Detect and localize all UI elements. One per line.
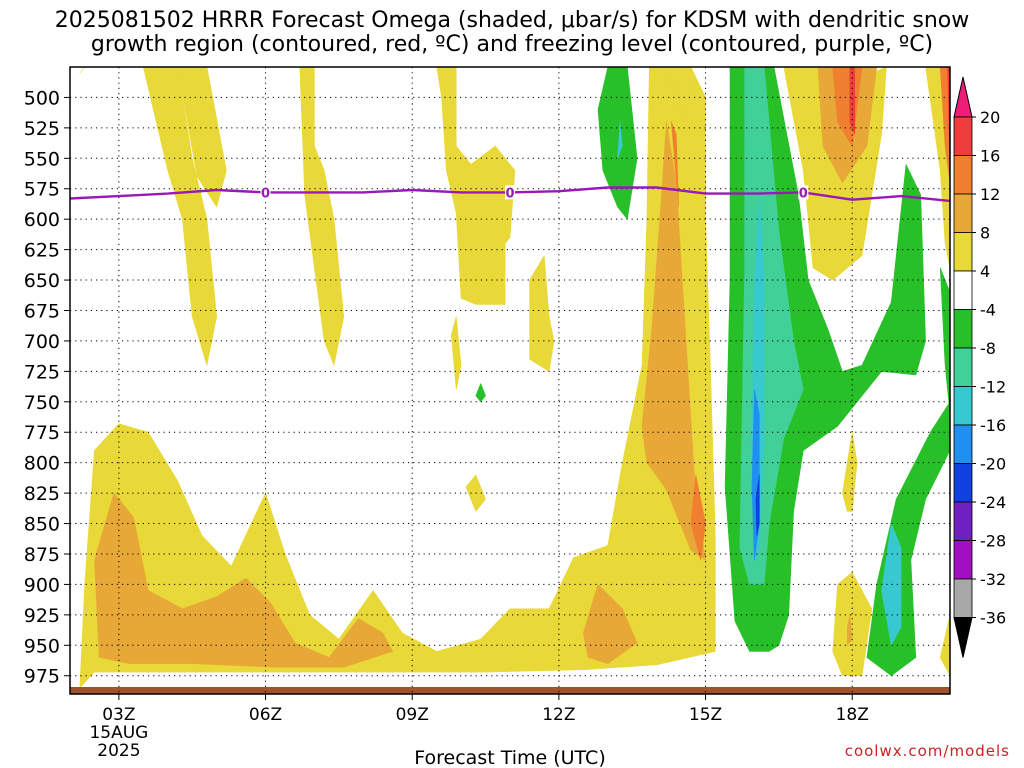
colorbar-label: 20 bbox=[980, 108, 1000, 127]
colorbar-swatch bbox=[953, 309, 973, 349]
omega-region bbox=[842, 431, 858, 512]
colorbar-label: -4 bbox=[980, 301, 996, 320]
colorbar-label: -28 bbox=[980, 532, 1006, 551]
x-tick-label: 09Z bbox=[396, 705, 429, 725]
colorbar-label: -16 bbox=[980, 416, 1006, 435]
pressure-axis: 500 525 550 575 600 625 650 675 700 725 750 775 800 8… bbox=[24, 87, 70, 688]
colorbar-swatch bbox=[953, 386, 973, 426]
colorbar-legend: 20 16 12 8 4 -4 -8 -12 -16 -20 -24 -28 -32 -36 bbox=[953, 76, 1006, 658]
y-tick-label: 500 bbox=[24, 87, 60, 109]
colorbar-label: 4 bbox=[980, 262, 990, 281]
omega-region bbox=[450, 316, 462, 390]
omega-region bbox=[529, 255, 555, 372]
omega-region bbox=[666, 67, 692, 123]
y-tick-label: 800 bbox=[24, 453, 60, 475]
contour-label-bg bbox=[798, 185, 809, 200]
colorbar-label: -12 bbox=[980, 378, 1006, 397]
freezing-level-label: 0 bbox=[799, 186, 808, 201]
y-tick-label: 725 bbox=[24, 361, 60, 383]
y-tick-label: 600 bbox=[24, 209, 60, 231]
colorbar-bottom-arrow bbox=[953, 617, 973, 658]
y-tick-label: 550 bbox=[24, 148, 60, 170]
freezing-level-label: 0 bbox=[261, 186, 270, 201]
terrain-surface-band bbox=[70, 687, 950, 694]
colorbar-swatch bbox=[953, 193, 973, 233]
freezing-level-label: 0 bbox=[505, 186, 514, 201]
y-tick-label: 975 bbox=[24, 666, 60, 688]
y-tick-label: 625 bbox=[24, 240, 60, 262]
y-tick-label: 825 bbox=[24, 483, 60, 505]
colorbar-swatch bbox=[953, 424, 973, 464]
x-tick-label: 15Z bbox=[689, 705, 722, 725]
omega-region bbox=[690, 474, 706, 561]
colorbar-label: 16 bbox=[980, 147, 1000, 166]
colorbar-label: -36 bbox=[980, 609, 1006, 628]
contour-label-bg bbox=[260, 185, 271, 200]
colorbar-swatch bbox=[953, 116, 973, 156]
x-date-label: 2025 bbox=[97, 741, 140, 761]
y-tick-label: 675 bbox=[24, 300, 60, 322]
omega-region bbox=[299, 67, 345, 366]
colorbar-swatch bbox=[953, 540, 973, 580]
colorbar-label: 12 bbox=[980, 185, 1000, 204]
colorbar-label: -20 bbox=[980, 455, 1006, 474]
colorbar-swatch bbox=[953, 270, 973, 310]
chart-title-line-2: growth region (contoured, red, ºC) and f… bbox=[90, 32, 934, 57]
y-tick-label: 575 bbox=[24, 179, 60, 201]
y-tick-label: 700 bbox=[24, 331, 60, 353]
y-tick-label: 850 bbox=[24, 514, 60, 536]
colorbar-swatch bbox=[953, 347, 973, 387]
chart-title-line-1: 2025081502 HRRR Forecast Omega (shaded, … bbox=[54, 8, 970, 33]
omega-region bbox=[597, 67, 638, 220]
omega-region bbox=[939, 67, 950, 183]
y-tick-label: 650 bbox=[24, 270, 60, 292]
x-tick-label: 18Z bbox=[836, 705, 869, 725]
colorbar-top-arrow bbox=[953, 76, 973, 118]
omega-region bbox=[939, 614, 950, 677]
omega-region bbox=[94, 492, 394, 668]
colorbar-swatch bbox=[953, 578, 973, 618]
omega-shaded-regions bbox=[79, 67, 950, 689]
colorbar-swatch bbox=[953, 501, 973, 541]
y-tick-label: 875 bbox=[24, 544, 60, 566]
colorbar-swatch bbox=[953, 463, 973, 503]
omega-region bbox=[143, 67, 217, 366]
x-axis-label: Forecast Time (UTC) bbox=[414, 747, 605, 768]
omega-region bbox=[939, 267, 950, 415]
colorbar-label: -24 bbox=[980, 493, 1006, 512]
y-tick-label: 775 bbox=[24, 422, 60, 444]
colorbar-label: 8 bbox=[980, 224, 990, 243]
contour-label-bg bbox=[505, 185, 515, 200]
omega-region bbox=[475, 383, 486, 403]
y-tick-label: 900 bbox=[24, 574, 60, 596]
y-tick-label: 525 bbox=[24, 118, 60, 140]
y-tick-label: 925 bbox=[24, 605, 60, 627]
omega-region bbox=[436, 67, 516, 305]
x-tick-label: 03Z bbox=[102, 705, 135, 725]
y-tick-label: 750 bbox=[24, 392, 60, 414]
colorbar-swatch bbox=[953, 155, 973, 195]
dotted-grid bbox=[70, 67, 950, 694]
y-tick-label: 950 bbox=[24, 635, 60, 657]
x-tick-label: 06Z bbox=[249, 705, 282, 725]
credit-text: coolwx.com/models bbox=[844, 742, 1010, 760]
freezing-level-contour: 0 0 0 bbox=[70, 185, 950, 203]
colorbar-label: -32 bbox=[980, 570, 1006, 589]
omega-region bbox=[617, 121, 623, 159]
omega-region bbox=[849, 67, 856, 135]
x-tick-label: 12Z bbox=[542, 705, 575, 725]
colorbar-label: -8 bbox=[980, 339, 996, 358]
x-date-label: 15AUG bbox=[89, 723, 148, 743]
omega-region bbox=[582, 584, 638, 664]
omega-region bbox=[866, 401, 950, 677]
omega-region bbox=[79, 67, 85, 74]
plot-frame bbox=[69, 66, 951, 695]
colorbar-swatch bbox=[953, 232, 973, 272]
